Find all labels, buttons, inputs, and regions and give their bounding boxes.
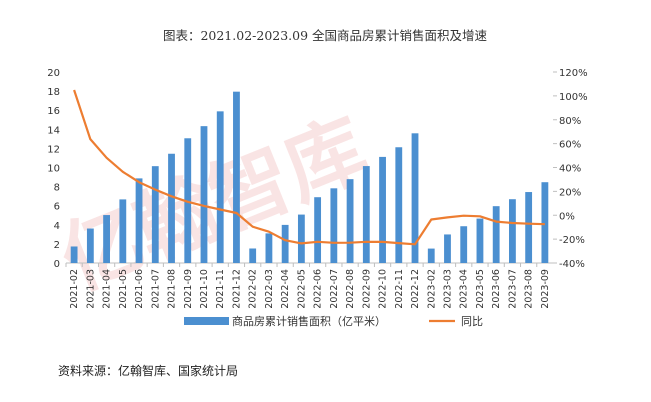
left-tick-label: 0: [54, 259, 60, 270]
bar-2021-02: [70, 246, 78, 263]
bar-2022-05: [297, 214, 305, 263]
x-tick-label: 2021-04: [102, 269, 113, 309]
bar-2021-04: [103, 215, 110, 263]
x-tick-label: 2021-08: [167, 269, 178, 309]
bar-2022-04: [281, 224, 289, 263]
x-tick-label: 2021-06: [134, 269, 145, 309]
bar-2021-06: [135, 178, 143, 263]
x-tick-label: 2023-06: [491, 269, 502, 309]
bar-2023-02: [427, 248, 435, 263]
right-tick-label: 120%: [559, 68, 588, 79]
x-tick-label: 2021-11: [215, 269, 226, 309]
left-tick-label: 8: [54, 183, 60, 194]
bar-2022-07: [330, 188, 338, 263]
x-tick-label: 2021-07: [150, 269, 161, 309]
legend: 商品房累计销售面积（亿平米） 同比: [184, 314, 483, 328]
right-axis-ticks: -40% -20% 0% 20% 40% 60% 80% 100% 120%: [553, 68, 588, 270]
x-tick-label: 2022-08: [345, 269, 356, 309]
left-tick-label: 14: [47, 125, 60, 136]
left-tick-label: 6: [54, 202, 60, 213]
bar-2022-03: [265, 233, 273, 263]
bar-2021-10: [200, 126, 208, 263]
x-tick-label: 2022-07: [329, 269, 340, 309]
bar-2023-07: [509, 199, 516, 263]
bar-2023-06: [492, 206, 500, 263]
bar-2021-12: [233, 91, 240, 263]
yoy-line: [73, 89, 545, 246]
left-tick-label: 16: [47, 106, 60, 117]
bar-2022-06: [314, 197, 322, 263]
right-tick-label: 60%: [559, 140, 581, 151]
x-tick-label: 2021-02: [69, 269, 80, 309]
bar-2023-09: [541, 182, 549, 263]
x-tick-label: 2023-08: [524, 269, 535, 309]
left-tick-label: 20: [47, 68, 60, 79]
bar-2021-08: [168, 153, 175, 263]
right-tick-label: -20%: [559, 235, 585, 246]
x-tick-label: 2022-06: [313, 269, 324, 309]
x-tick-label: 2021-05: [118, 269, 129, 309]
x-tick-label: 2022-09: [361, 269, 372, 309]
bar-2021-07: [151, 166, 159, 263]
bar-2022-02: [249, 248, 257, 263]
chart-title: 图表：2021.02-2023.09 全国商品房累计销售面积及增速: [163, 28, 488, 43]
bar-2021-11: [216, 111, 224, 263]
right-tick-label: 20%: [559, 187, 581, 198]
bar-2022-12: [411, 133, 419, 263]
bar-2022-08: [346, 179, 354, 263]
x-tick-label: 2022-03: [264, 269, 275, 309]
bar-2023-03: [444, 234, 451, 263]
x-axis-tick-labels: 2021-02 2021-03 2021-04 2021-05 2021-06 2021-…: [65, 263, 551, 309]
bar-2021-03: [86, 228, 94, 263]
right-tick-label: 0%: [559, 211, 575, 222]
bar-2021-05: [119, 199, 127, 263]
left-tick-label: 18: [47, 87, 60, 98]
left-tick-label: 10: [47, 164, 60, 175]
x-tick-label: 2022-10: [378, 269, 389, 309]
source-note: 资料来源：亿翰智库、国家统计局: [58, 363, 238, 378]
bar-2022-10: [379, 156, 386, 263]
bar-2023-05: [476, 218, 484, 263]
left-tick-label: 2: [54, 240, 60, 251]
right-tick-label: 80%: [559, 116, 581, 127]
bar-2022-11: [395, 147, 403, 263]
bar-2023-04: [460, 226, 468, 263]
legend-line-label: 同比: [461, 315, 483, 328]
x-tick-label: 2022-02: [248, 269, 259, 309]
x-tick-label: 2022-12: [410, 269, 421, 309]
left-tick-label: 12: [47, 144, 60, 155]
x-tick-label: 2022-05: [296, 269, 307, 309]
x-tick-label: 2021-10: [199, 269, 210, 309]
legend-bar-label: 商品房累计销售面积（亿平米）: [232, 314, 386, 328]
x-tick-label: 2023-03: [442, 269, 453, 309]
bar-series: [70, 91, 549, 263]
x-tick-label: 2023-05: [475, 269, 486, 309]
left-tick-label: 4: [54, 221, 60, 232]
x-tick-label: 2021-12: [231, 269, 242, 309]
x-tick-label: 2023-09: [540, 269, 551, 309]
x-tick-label: 2023-07: [507, 269, 518, 309]
left-axis-ticks: 0 2 4 6 8 10 12 14 16 18 20: [47, 68, 60, 270]
x-tick-label: 2021-09: [183, 269, 194, 309]
right-tick-label: -40%: [559, 259, 585, 270]
x-tick-label: 2021-03: [85, 269, 96, 309]
bar-2023-08: [525, 192, 533, 263]
x-tick-label: 2023-04: [459, 269, 470, 309]
x-tick-label: 2022-11: [394, 269, 405, 309]
bar-2022-09: [362, 166, 370, 263]
x-tick-label: 2022-04: [280, 269, 291, 309]
right-tick-label: 40%: [559, 164, 581, 175]
legend-bar-swatch: [184, 317, 229, 325]
right-tick-label: 100%: [559, 92, 588, 103]
x-tick-label: 2023-02: [426, 269, 437, 309]
